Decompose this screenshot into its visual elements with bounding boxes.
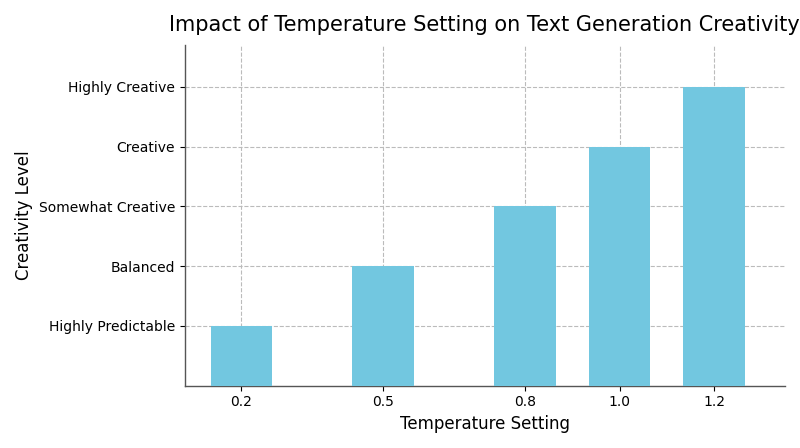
X-axis label: Temperature Setting: Temperature Setting: [400, 415, 570, 433]
Bar: [589, 146, 650, 386]
Y-axis label: Creativity Level: Creativity Level: [15, 151, 33, 280]
Bar: [683, 87, 745, 386]
Bar: [353, 266, 414, 386]
Title: Impact of Temperature Setting on Text Generation Creativity: Impact of Temperature Setting on Text Ge…: [170, 15, 800, 35]
Bar: [210, 326, 272, 386]
Bar: [494, 207, 556, 386]
